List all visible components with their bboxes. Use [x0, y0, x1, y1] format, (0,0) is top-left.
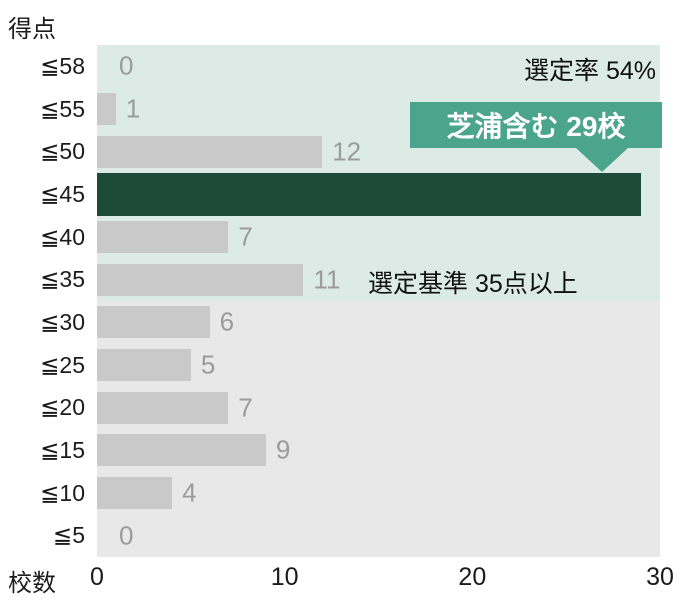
x-axis-title: 校数: [8, 570, 56, 597]
category-label: ≦15: [40, 436, 85, 463]
bar: [97, 349, 191, 382]
bar-row: ≦20 7: [0, 386, 700, 430]
bar-value-label: 7: [238, 392, 253, 423]
bar-row: ≦50 12: [0, 130, 700, 174]
bar-row: ≦5 0: [0, 514, 700, 558]
y-axis-title: 得点: [8, 16, 56, 43]
bar-track: [97, 173, 660, 216]
bar-value-label: 0: [119, 50, 134, 81]
highlighted-bar: [97, 173, 642, 216]
bar-row: ≦10 4: [0, 471, 700, 515]
bar-value-label: 7: [238, 221, 253, 252]
bar-row: ≦15 9: [0, 429, 700, 472]
x-tick-label: 10: [270, 563, 299, 591]
bar-value-label: 11: [313, 264, 341, 295]
callout-box: 芝浦含む 29校: [410, 102, 662, 172]
annotation-criterion: 選定基準 35点以上: [368, 270, 578, 298]
x-axis: 0 10 20 30: [90, 560, 674, 596]
bar: [97, 391, 229, 424]
bar: [97, 477, 173, 510]
bar-value-label: 6: [219, 306, 235, 337]
bar-track: 0: [97, 514, 660, 558]
bar-track: 9: [97, 429, 660, 472]
bar-row: ≦45: [0, 173, 700, 216]
bar-value-label: 12: [332, 136, 362, 167]
category-label: ≦5: [52, 522, 85, 549]
category-label: ≦10: [40, 479, 85, 506]
annotation-selection-rate: 選定率 54%: [524, 57, 656, 85]
callout-label: 芝浦含む 29校: [446, 111, 626, 142]
bar-value-label: 1: [125, 93, 141, 124]
bar-row: ≦35 11: [0, 258, 700, 302]
x-tick-label: 0: [90, 563, 104, 591]
bar-track: 6: [97, 301, 660, 344]
bar-track: 7: [97, 215, 660, 259]
x-tick-label: 30: [646, 563, 674, 591]
category-label: ≦25: [40, 351, 85, 378]
category-label: ≦50: [40, 138, 85, 165]
bar-row: ≦30 6: [0, 301, 700, 344]
bar-track: 0: [97, 45, 660, 88]
bar: [97, 135, 323, 168]
bar: [97, 263, 304, 296]
category-label: ≦20: [40, 394, 85, 421]
bar-value-label: 4: [182, 477, 197, 508]
bar: [97, 93, 116, 125]
bar-track: 7: [97, 386, 660, 430]
bar-row: ≦25 5: [0, 343, 700, 387]
bar-value-label: 0: [119, 520, 134, 551]
bar-track: 5: [97, 343, 660, 387]
x-tick-label: 20: [458, 563, 487, 591]
category-label: ≦30: [40, 308, 85, 335]
category-label: ≦35: [40, 266, 85, 293]
bar-row: ≦40 7: [0, 215, 700, 259]
bar-track: 12: [97, 130, 660, 174]
bar: [97, 221, 229, 254]
bar-track: 4: [97, 471, 660, 515]
category-label: ≦55: [40, 95, 85, 122]
bar-track: 11: [97, 258, 660, 302]
bar-value-label: 5: [200, 349, 216, 380]
category-label: ≦58: [40, 52, 85, 79]
category-label: ≦40: [40, 223, 85, 250]
category-label: ≦45: [40, 180, 85, 207]
bar: [97, 306, 210, 339]
bar-row: ≦58 0: [0, 45, 700, 88]
bar: [97, 434, 266, 467]
bar-value-label: 9: [275, 434, 291, 465]
callout-pointer-icon: [576, 148, 628, 172]
